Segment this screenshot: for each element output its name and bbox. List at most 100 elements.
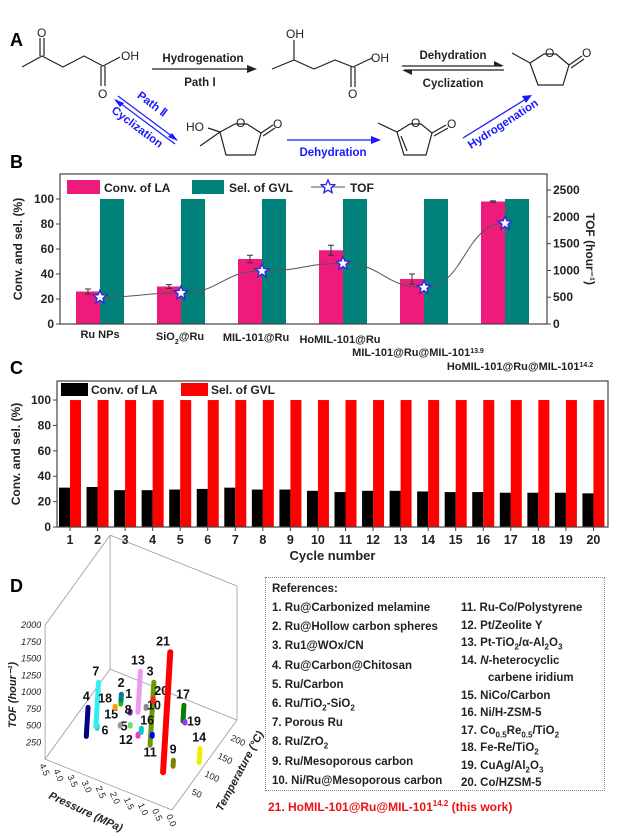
reference-text: 2: [534, 747, 539, 757]
path2-label: Path Ⅱ: [135, 89, 170, 120]
data-label-ref-19: 19: [187, 714, 201, 728]
bar-selectivity: [373, 400, 385, 527]
y-tick-label: 100: [31, 393, 51, 407]
y-tick-label: 40: [38, 469, 52, 483]
data-label-ref-17: 17: [176, 687, 190, 701]
reference-text: 14.: [461, 654, 481, 667]
x-tick-label: 2.0: [108, 790, 122, 806]
x-tick-label: 17: [504, 533, 518, 547]
data-label-ref-7: 7: [92, 664, 99, 678]
x-tick-label: 6: [204, 533, 211, 547]
label-segment: 13.9: [470, 348, 484, 355]
data-label-ref-3: 3: [147, 664, 154, 678]
x-tick-label: 9: [287, 533, 294, 547]
reference-text: O: [530, 759, 539, 772]
data-label-ref-14: 14: [192, 730, 206, 744]
data-bar-ref-4: [83, 704, 91, 739]
bar-selectivity: [593, 400, 605, 527]
x-tick-label: 0.0: [164, 813, 178, 829]
legend-swatch-selectivity: [192, 180, 224, 194]
bar-selectivity: [483, 400, 495, 527]
panel-label-c: C: [10, 358, 23, 378]
x-tick-label: 4.0: [51, 767, 65, 783]
x-tick-label: 7: [232, 533, 239, 547]
x-tick-label: 20: [586, 533, 600, 547]
data-label-ref-20: 20: [154, 684, 168, 698]
path2-hydrogenation-label: Hydrogenation: [466, 97, 541, 151]
levulinic-acid-structure: [21, 55, 121, 68]
reference-text: 0.5: [521, 729, 533, 739]
half-arrow-left-icon: [402, 70, 412, 75]
bar-selectivity: [180, 400, 192, 527]
reference-text: 1. Ru@Carbonized melamine: [272, 602, 431, 614]
z-tick-label: 500: [26, 721, 41, 731]
references-right-column: 11. Ru-Co/Polystyrene 12. Pt/Zeolite Y 13.…: [461, 600, 582, 793]
y2-tick-label: 2000: [553, 210, 580, 224]
y-tick-label: 0: [44, 520, 51, 534]
y-tick-label: 60: [38, 444, 52, 458]
reference-text: /α-Al: [518, 637, 545, 649]
reference-text: 2: [323, 741, 329, 751]
reference-text: 10. Ni/Ru@Mesoporous carbon: [272, 774, 443, 787]
bar-selectivity: [565, 400, 577, 527]
data-bar-ref-17: [180, 702, 187, 724]
y-tick-label: 50: [190, 787, 203, 800]
y2-tick-label: 1000: [553, 263, 580, 277]
bar-conversion: [114, 490, 126, 527]
bar-selectivity: [424, 199, 448, 324]
x-tick-label: 2.5: [94, 784, 108, 800]
x-category-label: SiO2@Ru: [156, 331, 204, 346]
legend-label-conversion: Conv. of LA: [91, 383, 158, 397]
x-tick-label: 4.5: [37, 762, 51, 778]
reference-text: O: [548, 637, 558, 649]
half-arrow-down-icon: [168, 133, 178, 141]
bar-conversion: [59, 487, 70, 527]
x-tick-label: 4: [149, 533, 156, 547]
error-bar: [166, 284, 172, 289]
atom-o: O: [98, 87, 107, 101]
y-tick-label: 80: [38, 418, 52, 432]
bar-conversion: [499, 492, 511, 527]
x-tick-label: 11: [339, 533, 352, 547]
reference-text: 13. Pt-TiO: [461, 637, 515, 649]
reference-text: /TiO: [532, 724, 555, 737]
bar-conversion: [196, 488, 208, 527]
y2-tick-label: 1500: [553, 237, 580, 251]
reference-text: 2: [554, 729, 560, 739]
bar-conversion: [306, 490, 318, 527]
z-tick-label: 2000: [20, 620, 41, 630]
x-tick-label: 1.5: [122, 796, 136, 812]
atom-o: O: [582, 46, 591, 60]
reference-text: 5. Ru/Carbon: [272, 678, 344, 691]
legend-label-tof: TOF: [350, 181, 374, 195]
label-segment: HoMIL-101@Ru: [299, 334, 380, 346]
bar-selectivity: [428, 400, 440, 527]
path1-label: Path Ⅰ: [184, 76, 216, 89]
reference-item: 5. Ru/Carbon: [272, 676, 442, 695]
reference-text: 3: [538, 764, 544, 774]
error-bar: [490, 200, 496, 203]
atom-o: O: [411, 116, 420, 130]
y-tick-label: 150: [216, 751, 234, 766]
reference-item: 7. Porous Ru: [272, 714, 442, 733]
bar-conversion: [554, 492, 566, 527]
reference-text: 18. Fe-Re/TiO: [461, 742, 535, 754]
bar-conversion: [527, 492, 539, 527]
bar-conversion: [141, 490, 153, 527]
reference-item: 10. Ni/Ru@Mesoporous carbon: [272, 772, 442, 791]
x-category-label: HoMIL-101@Ru: [299, 334, 380, 346]
reference-item: 4. Ru@Carbon@Chitosan: [272, 657, 442, 676]
data-label-ref-6: 6: [102, 723, 109, 737]
box-edge: [44, 534, 111, 626]
x-tick-label: 12: [366, 533, 380, 547]
bar-selectivity: [505, 199, 529, 324]
atom-oh: OH: [286, 27, 304, 41]
y-tick-label: 100: [34, 192, 54, 206]
references-title: References:: [272, 583, 338, 595]
legend-swatch-selectivity: [181, 383, 208, 396]
reference-text: 2: [514, 642, 519, 652]
data-label-ref-15: 15: [104, 708, 118, 722]
x-tick-label: 18: [531, 533, 545, 547]
reference-text: (this work): [448, 800, 513, 814]
